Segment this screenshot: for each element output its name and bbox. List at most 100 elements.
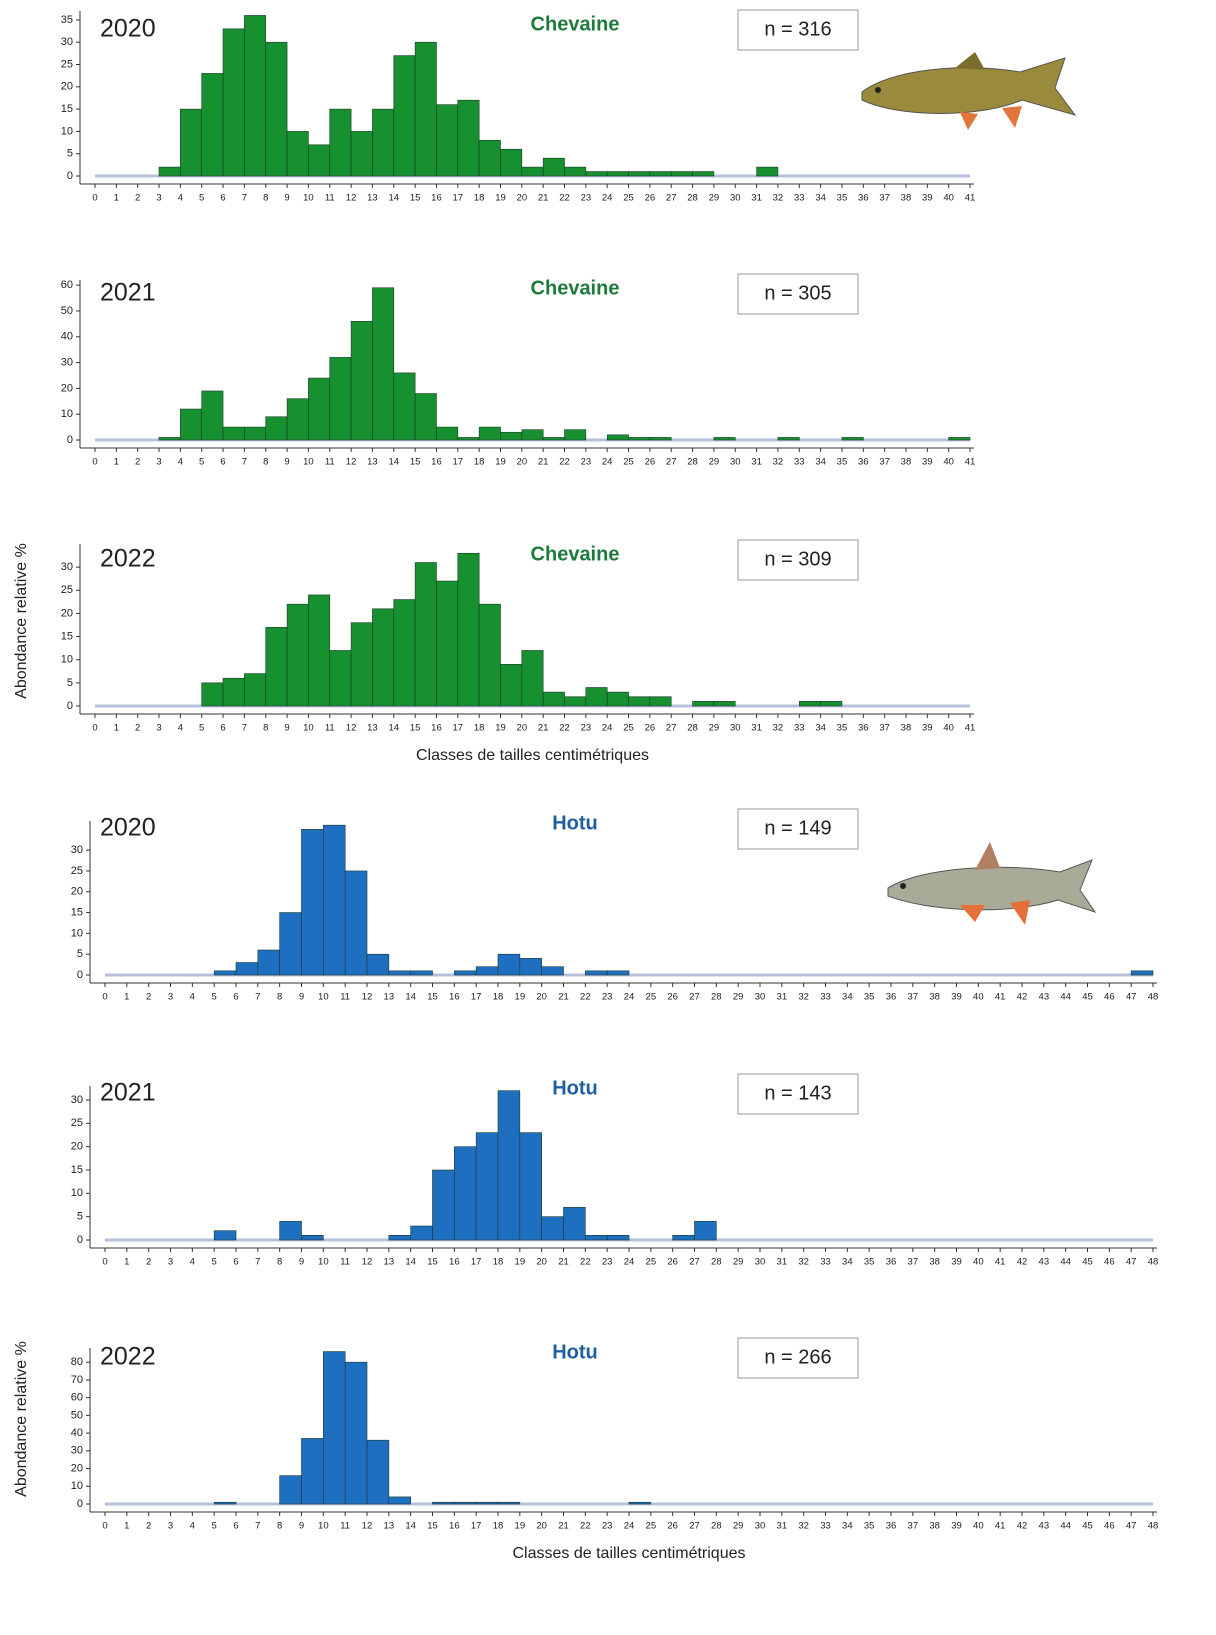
x-tick-label: 31 [751, 723, 762, 734]
y-tick-label: 15 [71, 906, 83, 918]
x-tick-label: 33 [794, 193, 805, 204]
y-tick-label: 10 [61, 654, 73, 666]
x-tick-label: 10 [318, 1257, 329, 1268]
annotation: n = 316 [764, 18, 831, 40]
annotation-box [737, 1073, 859, 1115]
x-tick-label: 9 [299, 1257, 304, 1268]
y-tick-label: 10 [61, 125, 73, 137]
bar [180, 108, 203, 177]
y-tick-label: 0 [67, 700, 73, 712]
x-tick-label: 29 [709, 723, 720, 734]
x-tick-label: 26 [667, 1257, 678, 1268]
x-tick-label: 16 [449, 992, 460, 1003]
bar [308, 377, 331, 441]
bar [308, 594, 331, 707]
bar [329, 650, 352, 707]
bar [222, 28, 245, 177]
bar [279, 1475, 302, 1505]
x-tick-label: 9 [284, 457, 289, 468]
x-tick-label: 31 [751, 193, 762, 204]
bar [454, 1501, 477, 1505]
bar [564, 429, 587, 441]
x-tick-label: 12 [362, 992, 373, 1003]
bar [323, 824, 346, 976]
bar [393, 372, 416, 441]
x-tick-label: 39 [922, 193, 933, 204]
x-tick-label: 22 [580, 1521, 591, 1532]
bar [628, 171, 651, 177]
bar [366, 953, 390, 976]
chart-title: Hotu [552, 1077, 598, 1099]
y-tick-label: 20 [61, 382, 73, 394]
x-tick-label: 13 [367, 723, 378, 734]
bar [519, 958, 542, 976]
x-tick-label: 4 [178, 723, 183, 734]
x-tick-label: 42 [1017, 992, 1028, 1003]
x-tick-label: 4 [190, 992, 195, 1003]
x-tick-label: 47 [1126, 992, 1137, 1003]
bar [180, 408, 203, 441]
x-tick-label: 16 [449, 1257, 460, 1268]
x-tick-label: 29 [709, 193, 720, 204]
x-tick-label: 30 [755, 992, 766, 1003]
y-tick-label: 0 [77, 969, 83, 981]
chart-title: Chevaine [531, 13, 620, 35]
x-tick-label: 14 [388, 193, 399, 204]
x-tick-label: 27 [666, 193, 677, 204]
bar [497, 1501, 521, 1505]
x-tick-label: 37 [879, 193, 890, 204]
bar [777, 437, 800, 441]
x-tick-label: 39 [922, 723, 933, 734]
annotation-box [737, 539, 859, 581]
x-tick-label: 25 [646, 1257, 657, 1268]
x-tick-label: 19 [515, 1521, 526, 1532]
bar [388, 970, 411, 976]
x-tick-label: 17 [471, 1257, 482, 1268]
x-tick-label: 3 [168, 1521, 173, 1532]
annotation-box [737, 1337, 859, 1379]
x-tick-label: 40 [973, 1257, 984, 1268]
x-tick-label: 2 [135, 193, 140, 204]
x-tick-label: 31 [777, 1521, 788, 1532]
annotation: n = 309 [764, 548, 831, 570]
x-tick-label: 35 [837, 723, 848, 734]
x-tick-label: 4 [190, 1521, 195, 1532]
x-tick-label: 39 [951, 1257, 962, 1268]
bar [628, 437, 651, 441]
y-tick-label: 30 [71, 1094, 83, 1106]
x-tick-label: 21 [538, 723, 549, 734]
x-tick-label: 35 [864, 992, 875, 1003]
x-tick-label: 4 [178, 193, 183, 204]
bar [713, 437, 736, 441]
x-tick-label: 16 [431, 723, 442, 734]
x-tick-label: 15 [410, 457, 421, 468]
x-tick-label: 21 [538, 193, 549, 204]
x-tick-label: 24 [602, 723, 613, 734]
bar [585, 970, 608, 976]
x-tick-label: 47 [1126, 1521, 1137, 1532]
x-tick-label: 20 [517, 193, 528, 204]
bar [585, 1235, 608, 1241]
x-tick-label: 4 [190, 1257, 195, 1268]
bar [158, 437, 181, 441]
bar [244, 15, 267, 177]
x-tick-label: 5 [212, 1257, 217, 1268]
x-tick-label: 41 [995, 1257, 1006, 1268]
x-tick-label: 23 [581, 457, 592, 468]
y-tick-label: 60 [71, 1392, 83, 1404]
x-tick-label: 40 [973, 1521, 984, 1532]
x-tick-label: 28 [687, 193, 698, 204]
x-tick-label: 6 [233, 1521, 238, 1532]
x-tick-label: 5 [199, 193, 204, 204]
bar [457, 99, 480, 177]
x-tick-label: 14 [405, 1257, 416, 1268]
x-tick-label: 28 [687, 457, 698, 468]
x-tick-label: 23 [581, 723, 592, 734]
x-tick-label: 8 [263, 723, 268, 734]
bar [475, 966, 499, 976]
y-tick-label: 10 [71, 927, 83, 939]
x-tick-label: 17 [453, 457, 464, 468]
annotation-box [737, 9, 859, 51]
x-tick-label: 27 [689, 1257, 700, 1268]
y-tick-label: 5 [77, 948, 83, 960]
